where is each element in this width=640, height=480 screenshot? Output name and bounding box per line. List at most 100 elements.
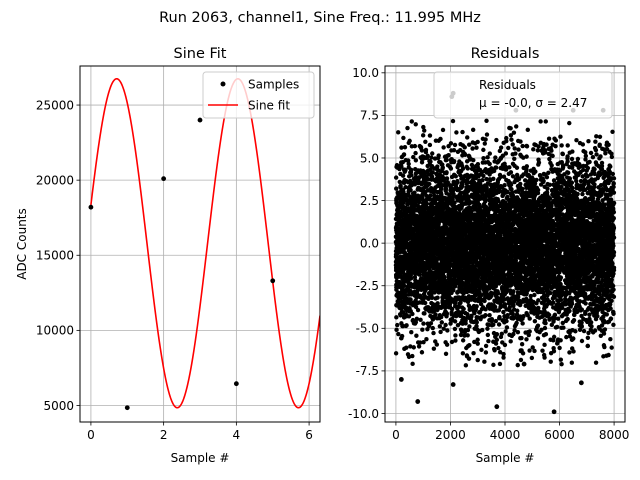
residual-point <box>587 312 592 317</box>
residual-point <box>555 316 561 321</box>
residual-point <box>485 332 491 338</box>
residual-point <box>598 333 604 338</box>
residual-point <box>406 174 412 179</box>
residual-point <box>422 280 427 286</box>
sine-fit-plot-area <box>88 77 320 411</box>
residual-point <box>560 320 565 326</box>
residual-point <box>572 312 577 318</box>
residual-point <box>519 335 524 341</box>
residual-point <box>607 149 612 154</box>
residual-point <box>399 321 404 326</box>
residual-point <box>610 129 615 134</box>
legend-samples-marker <box>220 81 226 87</box>
residual-point <box>488 177 493 183</box>
residual-point <box>503 151 509 156</box>
sample-point <box>161 176 167 182</box>
residual-point <box>443 322 448 328</box>
residual-point <box>438 188 443 193</box>
residual-point <box>471 157 476 163</box>
sample-point <box>270 278 276 284</box>
residual-point <box>508 339 513 344</box>
residual-point <box>523 196 529 202</box>
legend-sine-fit-label: Sine fit <box>248 99 290 113</box>
residual-point <box>458 172 463 178</box>
residual-point <box>597 143 602 148</box>
residual-point <box>422 128 427 133</box>
residual-point <box>532 319 538 324</box>
residual-point <box>419 350 425 355</box>
residual-point <box>441 326 446 331</box>
residual-point <box>521 172 526 177</box>
residual-point <box>513 322 519 327</box>
sine-fit-ytick-label: 20000 <box>36 173 74 187</box>
residual-point <box>536 199 542 205</box>
residual-point <box>543 331 549 337</box>
residual-point <box>515 362 520 368</box>
sine-fit-line <box>90 77 320 409</box>
residual-point <box>510 311 516 317</box>
residual-point <box>578 187 583 192</box>
residual-point <box>585 335 591 340</box>
residual-point <box>411 345 416 350</box>
residual-point <box>484 132 490 137</box>
residual-point <box>514 124 519 129</box>
residual-point <box>558 297 564 303</box>
residual-point <box>497 314 502 320</box>
residual-point <box>504 325 510 330</box>
residual-point <box>409 119 414 124</box>
residual-point <box>417 340 423 345</box>
residual-point <box>409 329 414 335</box>
residual-point <box>597 134 603 139</box>
residual-point <box>518 181 523 187</box>
residual-point <box>559 361 564 367</box>
residual-point <box>453 310 459 316</box>
residual-point <box>481 147 486 153</box>
residual-point <box>512 163 517 168</box>
residual-point <box>439 320 445 325</box>
sine-fit-legend: Samples Sine fit <box>202 71 315 119</box>
residual-point <box>455 149 461 155</box>
residual-point <box>504 135 509 141</box>
residual-point <box>583 157 588 162</box>
sine-fit-xtick-label: 0 <box>87 428 95 442</box>
residual-point <box>475 341 480 346</box>
residual-point <box>512 156 517 162</box>
residual-point <box>516 147 521 152</box>
residual-point <box>524 144 530 149</box>
residual-point <box>451 147 457 153</box>
residual-point <box>565 143 570 148</box>
residual-point <box>509 333 515 339</box>
residual-point <box>429 155 434 160</box>
residual-point <box>475 337 480 342</box>
residual-point <box>524 337 529 342</box>
residual-point <box>611 322 616 327</box>
residual-point <box>609 154 615 160</box>
residual-point <box>506 171 512 177</box>
figure-title: Run 2063, channel1, Sine Freq.: 11.995 M… <box>159 10 481 26</box>
residual-point <box>532 142 537 147</box>
residual-point <box>567 350 572 355</box>
sine-fit-ytick-label: 5000 <box>43 399 74 413</box>
residual-point <box>538 140 543 146</box>
sine-fit-ylabel: ADC Counts <box>15 208 29 280</box>
residual-point <box>577 319 582 324</box>
residual-point <box>551 334 557 340</box>
residual-point <box>393 175 399 180</box>
residual-point <box>593 139 598 144</box>
residual-point <box>424 336 429 342</box>
residual-point <box>449 339 455 345</box>
residual-point <box>599 323 605 328</box>
residual-point <box>586 138 591 144</box>
residual-point <box>446 143 451 149</box>
sine-fit-ytick-label: 15000 <box>36 249 74 263</box>
residual-point <box>406 161 411 167</box>
residual-point <box>402 346 407 352</box>
residual-point <box>555 161 560 167</box>
residual-point <box>395 322 400 328</box>
sine-fit-xtick-label: 4 <box>233 428 241 442</box>
sine-fit-ytick-label: 25000 <box>36 98 74 112</box>
residual-point <box>609 289 615 294</box>
sine-fit-xtick-label: 6 <box>305 428 313 442</box>
